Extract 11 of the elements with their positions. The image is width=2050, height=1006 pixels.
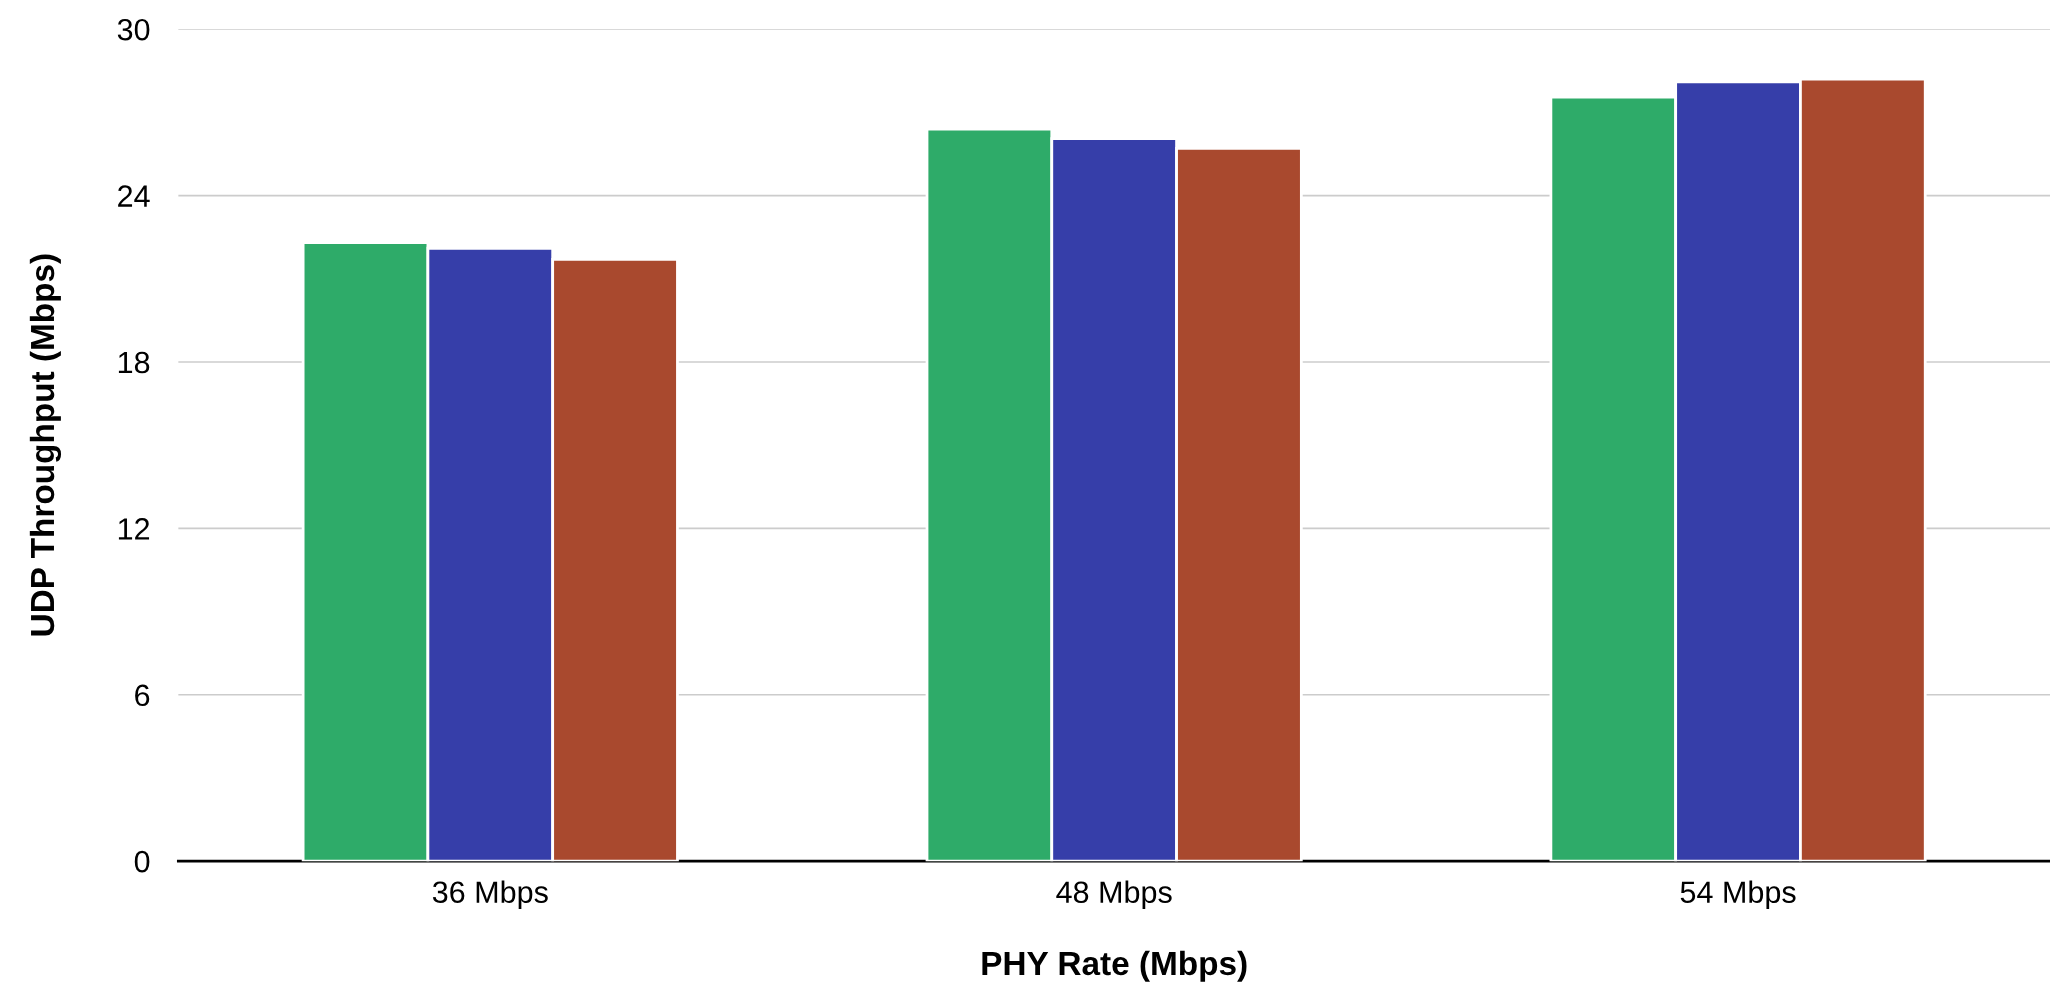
x-tick-label: 54 Mbps bbox=[1680, 880, 1796, 910]
y-tick-label: 24 bbox=[118, 185, 150, 207]
y-tick-label: 18 bbox=[118, 351, 150, 374]
x-tick-label: 48 Mbps bbox=[1056, 880, 1172, 910]
y-tick-label: 30 bbox=[117, 18, 150, 41]
y-tick-label: 6 bbox=[135, 684, 150, 707]
y-tick-label: 12 bbox=[118, 518, 150, 540]
y-tick-label: 0 bbox=[134, 850, 150, 873]
y-axis-title: UDP Throughput (Mbps) bbox=[29, 254, 62, 636]
x-axis-title: PHY Rate (Mbps) bbox=[982, 950, 1247, 982]
x-tick-label: 36 Mbps bbox=[432, 880, 548, 910]
